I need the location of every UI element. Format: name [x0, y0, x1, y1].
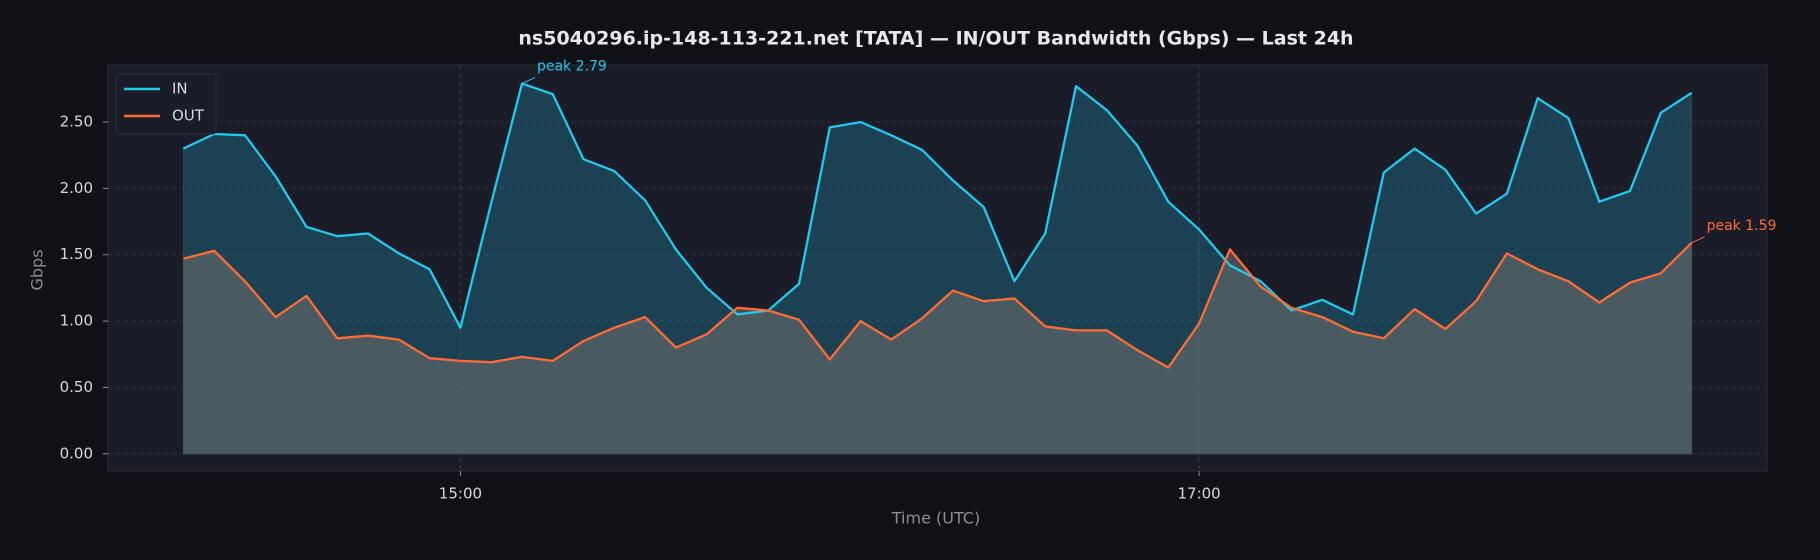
y-tick-label: 0.00 [60, 444, 93, 462]
annotation: peak 1.59 [1707, 218, 1777, 234]
annotation-arrow [521, 77, 536, 85]
y-tick-label: 0.50 [60, 378, 93, 396]
legend-box [115, 73, 217, 135]
y-tick-label: 2.00 [60, 179, 93, 197]
y-tick-label: 2.50 [60, 113, 93, 131]
annotation: peak 2.79 [537, 59, 607, 75]
x-tick-label: 17:00 [1178, 485, 1221, 503]
y-axis-label: Gbps [28, 249, 47, 290]
y-tick-label: 1.00 [60, 312, 93, 330]
line [182, 82, 1693, 329]
chart-title: ns5040296.ip-148-113-221.net [TATA] — IN… [518, 28, 1353, 50]
annotation-arrow [1691, 236, 1705, 244]
legend-label: OUT [172, 107, 205, 125]
legend-label: IN [172, 80, 188, 98]
x-axis-label: Time (UTC) [891, 509, 980, 528]
line [183, 241, 1693, 369]
y-tick-label: 1.50 [60, 245, 93, 263]
x-tick-label: 15:00 [439, 485, 482, 503]
